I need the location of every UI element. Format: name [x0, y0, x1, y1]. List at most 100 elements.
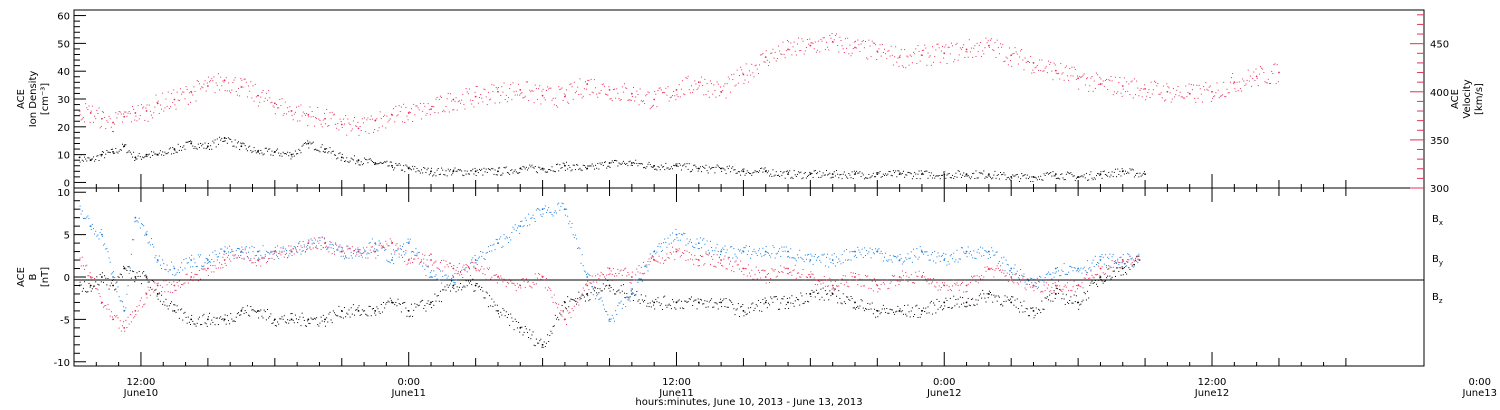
bx-dot: [433, 304, 435, 306]
by-point: [1099, 259, 1102, 261]
by-dot: [914, 255, 916, 257]
bz-dot: [553, 294, 555, 296]
bx-dot: [829, 290, 831, 292]
velocity-dot: [531, 89, 533, 91]
velocity-dot: [607, 94, 609, 96]
velocity-dot: [776, 58, 778, 60]
velocity-dot: [846, 47, 848, 49]
bx-dot: [184, 311, 186, 313]
bz-dot: [388, 245, 390, 247]
bx-dot: [105, 277, 107, 279]
velocity-dot: [364, 117, 366, 119]
by-dot: [1031, 278, 1033, 280]
ion-density-dot: [380, 162, 382, 164]
velocity-dot: [924, 44, 926, 46]
velocity-dot: [670, 96, 672, 98]
ion-density-dot: [917, 173, 919, 175]
by-dot: [474, 254, 476, 256]
bz-dot: [248, 257, 250, 259]
bz-dot: [240, 254, 242, 256]
bx-dot: [288, 322, 290, 324]
bz-point: [173, 284, 176, 287]
velocity-dot: [602, 83, 604, 85]
bz-point: [876, 284, 879, 287]
bx-dot: [130, 277, 132, 279]
top-panel-series: [78, 33, 1280, 183]
bz-dot: [477, 269, 479, 271]
by-dot: [997, 262, 999, 264]
ion-density-dot: [1050, 171, 1052, 173]
velocity-dot: [190, 101, 192, 103]
velocity-dot: [169, 106, 171, 108]
by-dot: [744, 247, 746, 249]
by-dot: [735, 255, 737, 257]
velocity-dot: [620, 99, 622, 101]
ion-density-dot: [959, 173, 961, 175]
ion-density-dot: [105, 153, 107, 155]
bx-dot: [1082, 299, 1084, 301]
velocity-dot: [1238, 81, 1240, 83]
bz-dot: [554, 302, 556, 304]
by-point: [1054, 267, 1057, 270]
by-dot: [1021, 274, 1023, 276]
velocity-dot: [352, 120, 354, 122]
ion-density-dot: [782, 172, 784, 174]
bz-dot: [389, 238, 391, 240]
velocity-dot: [608, 86, 610, 88]
bz-dot: [458, 263, 460, 265]
bx-dot: [338, 305, 340, 307]
bx-dot: [309, 323, 311, 325]
bz-point: [452, 267, 455, 270]
velocity-dot: [1218, 97, 1220, 99]
bz-dot: [631, 271, 633, 273]
velocity-dot: [263, 100, 265, 102]
by-dot: [221, 248, 223, 250]
ion-density-dot: [879, 171, 881, 173]
by-dot: [425, 275, 427, 277]
velocity-dot: [282, 114, 284, 116]
ion-density-dot: [161, 154, 163, 156]
ion-density-dot: [226, 142, 228, 144]
ion-density-dot: [1006, 177, 1008, 179]
bx-dot: [773, 296, 775, 298]
bx-dot: [287, 319, 289, 321]
bx-dot: [512, 320, 514, 322]
ion-density-dot: [316, 149, 318, 151]
velocity-dot: [818, 40, 820, 42]
by-dot: [986, 251, 988, 253]
bx-dot: [416, 303, 418, 305]
by-dot: [844, 259, 846, 261]
velocity-dot: [231, 89, 233, 91]
bx-dot: [163, 301, 165, 303]
bz-point: [340, 250, 343, 253]
velocity-dot: [909, 54, 911, 56]
by-dot: [570, 226, 572, 228]
velocity-dot: [661, 92, 663, 94]
by-dot: [387, 261, 389, 263]
ion-density-dot: [532, 166, 534, 168]
ion-density-dot: [373, 161, 375, 163]
bz-dot: [98, 292, 100, 294]
velocity-dot: [612, 89, 614, 91]
by-dot: [655, 253, 657, 255]
bz-dot: [628, 274, 630, 276]
ion-density-dot: [242, 142, 244, 144]
velocity-dot: [429, 114, 431, 116]
velocity-dot: [463, 103, 465, 105]
ion-density-dot: [805, 177, 807, 179]
ion-density-dot: [1087, 179, 1089, 181]
ion-density-dot: [993, 174, 995, 176]
bx-dot: [429, 303, 431, 305]
velocity-dot: [1083, 73, 1085, 75]
bx-dot: [933, 302, 935, 304]
bx-dot: [116, 281, 118, 283]
by-dot: [289, 253, 291, 255]
velocity-dot: [947, 46, 949, 48]
by-dot: [580, 262, 582, 264]
bx-dot: [976, 303, 978, 305]
by-dot: [653, 258, 655, 260]
bz-point: [697, 259, 700, 261]
bx-dot: [1019, 311, 1020, 313]
bx-dot: [221, 318, 223, 320]
velocity-dot: [91, 105, 93, 107]
